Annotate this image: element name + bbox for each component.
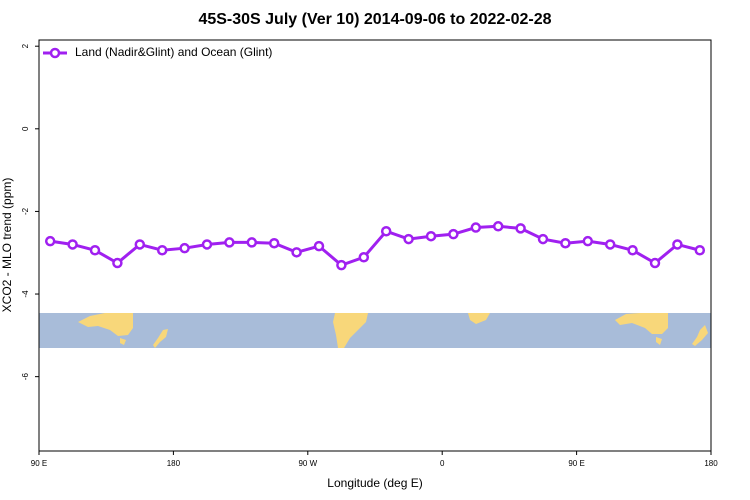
data-point xyxy=(336,259,347,271)
data-point xyxy=(694,245,706,256)
x-tick-label: 90 W xyxy=(298,459,317,468)
y-tick-label: -4 xyxy=(21,290,30,298)
data-point xyxy=(201,239,213,250)
legend-label: Land (Nadir&Glint) and Ocean (Glint) xyxy=(75,45,272,59)
series-line xyxy=(49,224,701,267)
data-point xyxy=(627,245,638,256)
data-point xyxy=(246,237,258,248)
y-tick-label: 2 xyxy=(21,43,30,48)
data-point xyxy=(268,237,280,249)
data-point xyxy=(89,245,101,256)
data-point xyxy=(582,235,594,247)
data-point xyxy=(224,237,235,248)
data-point xyxy=(649,257,661,269)
data-point xyxy=(358,252,370,263)
data-point xyxy=(425,230,437,242)
plot-frame xyxy=(38,39,712,452)
y-axis-label: XCO2 - MLO trend (ppm) xyxy=(0,178,14,313)
data-point xyxy=(515,223,526,234)
data-point xyxy=(156,245,168,256)
data-point xyxy=(179,242,190,254)
map-strip xyxy=(39,313,711,348)
x-tick-label: 90 E xyxy=(568,459,584,468)
data-point xyxy=(492,221,504,232)
data-point xyxy=(604,239,616,250)
data-point xyxy=(380,225,392,237)
data-point xyxy=(560,237,571,249)
y-tick-label: -2 xyxy=(21,207,30,215)
x-axis-label: Longitude (deg E) xyxy=(327,476,422,490)
chart-title: 45S-30S July (Ver 10) 2014-09-06 to 2022… xyxy=(198,11,551,28)
data-point xyxy=(44,235,56,247)
legend-marker xyxy=(49,47,61,59)
data-point xyxy=(672,239,683,250)
data-point xyxy=(134,239,146,250)
data-point xyxy=(67,239,78,250)
y-tick-label: 0 xyxy=(21,126,30,131)
data-point xyxy=(313,240,325,252)
data-point xyxy=(470,222,482,233)
data-point xyxy=(448,228,459,240)
x-tick-label: 90 E xyxy=(31,459,47,468)
data-point xyxy=(291,247,302,258)
data-point xyxy=(403,233,414,245)
x-tick-label: 180 xyxy=(704,459,718,468)
x-tick-label: 0 xyxy=(440,459,445,468)
data-point xyxy=(537,233,549,245)
x-tick-label: 180 xyxy=(167,459,181,468)
data-point xyxy=(112,257,123,269)
y-tick-label: -6 xyxy=(21,373,30,381)
